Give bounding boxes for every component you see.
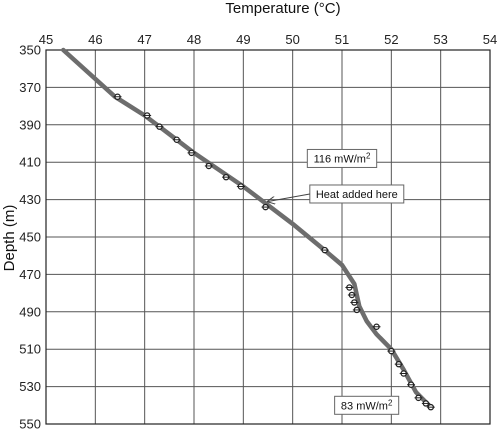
y-tick-label: 450 bbox=[19, 230, 41, 245]
annotation-box bbox=[306, 148, 378, 168]
y-tick-label: 550 bbox=[19, 417, 41, 430]
x-tick-label: 51 bbox=[335, 32, 349, 47]
x-tick-label: 46 bbox=[88, 32, 102, 47]
y-axis-title: Depth (m) bbox=[1, 205, 18, 272]
y-tick-label: 410 bbox=[19, 155, 41, 170]
x-tick-label: 48 bbox=[187, 32, 201, 47]
y-tick-label: 490 bbox=[19, 304, 41, 319]
y-tick-label: 510 bbox=[19, 342, 41, 357]
x-tick-label: 49 bbox=[236, 32, 250, 47]
temperature-profile-line bbox=[61, 47, 434, 410]
annotation-box bbox=[334, 395, 400, 415]
y-tick-label: 370 bbox=[19, 80, 41, 95]
annotation-text: Heat added here bbox=[316, 189, 398, 201]
plot-frame bbox=[45, 49, 491, 425]
annotation-label: 83 mW/m2 bbox=[334, 395, 400, 415]
x-axis-title: Temperature (°C) bbox=[225, 0, 340, 17]
x-tick-label: 52 bbox=[384, 32, 398, 47]
x-tick-label: 50 bbox=[285, 32, 299, 47]
y-tick-label: 350 bbox=[19, 43, 41, 58]
y-tick-label: 470 bbox=[19, 267, 41, 282]
annotation-label: 116 mW/m2 bbox=[306, 148, 378, 168]
y-tick-label: 530 bbox=[19, 379, 41, 394]
y-tick-label: 430 bbox=[19, 192, 41, 207]
x-tick-label: 45 bbox=[39, 32, 53, 47]
x-tick-label: 47 bbox=[137, 32, 151, 47]
x-tick-label: 54 bbox=[483, 32, 497, 47]
x-tick-label: 53 bbox=[433, 32, 447, 47]
y-tick-label: 390 bbox=[19, 117, 41, 132]
annotation-label: Heat added here bbox=[268, 184, 405, 203]
annotation-arrow bbox=[268, 193, 310, 201]
annotation-text: 116 mW/m2 bbox=[314, 151, 371, 165]
annotation-text: 83 mW/m2 bbox=[341, 398, 393, 412]
